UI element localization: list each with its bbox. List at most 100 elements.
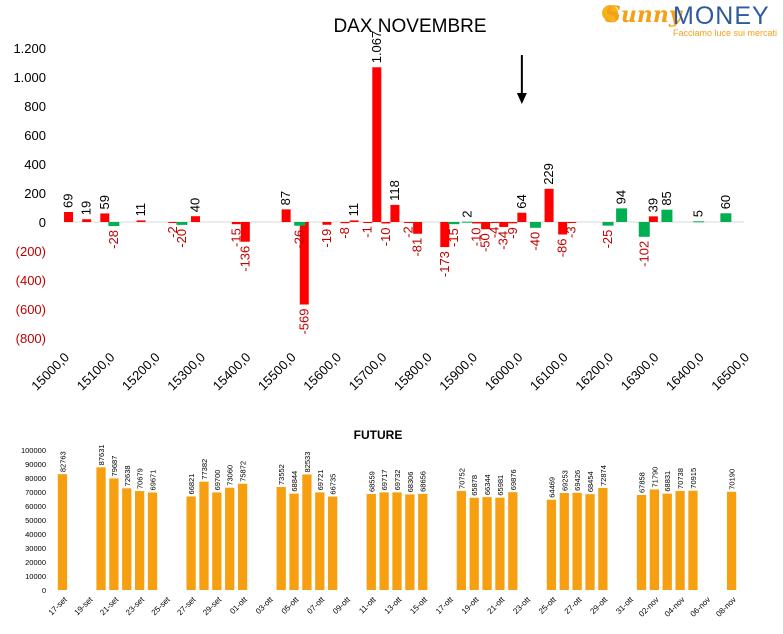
dax-bar <box>661 209 673 222</box>
future-data-label: 69876 <box>509 469 518 490</box>
dax-bar <box>64 211 74 222</box>
logo-brand-sunny: Sunny <box>605 2 682 28</box>
future-bar <box>109 478 119 590</box>
future-bar <box>289 493 299 590</box>
future-data-label: 69426 <box>573 470 582 491</box>
dax-chart: DAX NOVEMBRE 1.200 1.000 800 600 400 200 0 (200… <box>13 16 752 394</box>
future-data-label: 70679 <box>136 468 145 489</box>
future-bar <box>688 490 698 590</box>
dax-data-label: -136 <box>237 246 252 272</box>
dax-data-label: 39 <box>645 198 660 212</box>
dax-x-tick-label: 15600,0 <box>300 350 344 394</box>
future-bar <box>276 487 286 590</box>
future-data-label: 66344 <box>483 474 492 495</box>
future-bar <box>379 492 389 590</box>
future-bar <box>186 496 196 590</box>
dax-bar <box>481 222 491 230</box>
dax-x-tick-label: 15000,0 <box>28 350 72 394</box>
future-x-tick-label: 08-nov <box>714 595 738 619</box>
future-y-tick-label: 50000 <box>25 516 46 525</box>
dax-bar <box>82 219 92 222</box>
future-data-label: 68454 <box>586 471 595 492</box>
future-bar <box>199 481 209 590</box>
future-data-label: 68306 <box>406 472 415 493</box>
future-x-tick-label: 13-ott <box>383 595 404 616</box>
future-bar <box>662 493 672 590</box>
future-x-tick-label: 19-set <box>72 595 95 618</box>
dax-x-tick-label: 15400,0 <box>210 350 254 394</box>
future-bar <box>57 474 68 590</box>
future-bar <box>418 493 428 590</box>
dax-bar <box>349 220 359 222</box>
future-chart: FUTURE 100000900008000070000600005000040… <box>21 428 738 619</box>
future-y-tick-label: 20000 <box>25 558 46 567</box>
future-x-tick-label: 31-ott <box>614 595 635 616</box>
future-x-tick-label: 17-ott <box>434 595 455 616</box>
future-data-label: 72874 <box>599 465 608 486</box>
future-bar <box>392 492 402 590</box>
future-data-label: 69700 <box>213 470 222 491</box>
future-data-label: 79687 <box>110 456 119 477</box>
dax-data-label: -40 <box>527 232 542 251</box>
future-data-label: 65981 <box>496 475 505 496</box>
dax-y-tick-label: (200) <box>16 244 46 259</box>
future-data-label: 72638 <box>123 465 132 486</box>
future-data-label: 73060 <box>226 465 235 486</box>
future-y-tick-label: 40000 <box>25 530 46 539</box>
future-bar <box>636 494 647 590</box>
dax-x-tick-label: 15800,0 <box>391 350 435 394</box>
future-bar <box>237 483 248 590</box>
future-x-tick-label: 25-ott <box>537 595 558 616</box>
future-x-tick-label: 25-set <box>150 595 173 618</box>
dax-data-label: -102 <box>636 241 651 267</box>
future-x-tick-label: 27-set <box>175 595 198 618</box>
dax-data-label: -4 <box>487 227 502 239</box>
dax-bar <box>294 222 306 226</box>
future-y-tick-label: 90000 <box>25 460 46 469</box>
future-data-label: 68831 <box>663 471 672 492</box>
future-x-tick-label: 19-ott <box>460 595 481 616</box>
dax-bar <box>381 222 391 224</box>
future-bar <box>559 493 569 590</box>
dax-x-tick-label: 15900,0 <box>436 350 480 394</box>
dax-bar <box>136 220 146 222</box>
dax-bar <box>693 221 705 223</box>
future-bar <box>147 492 158 590</box>
dax-x-tick-label: 15700,0 <box>346 350 390 394</box>
dax-data-label: -26 <box>292 230 307 249</box>
future-data-label: 70752 <box>457 468 466 489</box>
future-bar <box>572 492 582 590</box>
dax-x-tick-label: 16300,0 <box>618 350 662 394</box>
future-bar <box>508 492 518 590</box>
dax-data-label: -81 <box>410 238 425 257</box>
future-data-label: 69671 <box>149 470 158 491</box>
future-x-tick-label: 23-set <box>124 595 147 618</box>
dax-bar <box>108 222 120 227</box>
future-x-tick-label: 21-set <box>98 595 121 618</box>
future-bar <box>675 490 685 590</box>
dax-data-label: 229 <box>541 163 556 185</box>
dax-data-label: 60 <box>718 195 733 209</box>
sunny-money-logo: Sunny MONEY Facciamo luce sui mercati <box>602 2 781 42</box>
future-x-tick-label: 17-set <box>47 595 70 618</box>
future-y-tick-label: 100000 <box>21 446 46 455</box>
dax-data-label: 5 <box>691 210 706 217</box>
future-data-label: 69253 <box>560 470 569 491</box>
future-bar <box>366 494 376 590</box>
future-data-label: 87631 <box>97 444 106 465</box>
future-bar <box>649 489 659 590</box>
future-x-tick-label: 29-ott <box>588 595 609 616</box>
dax-y-tick-label: 800 <box>24 99 46 114</box>
future-data-label: 70738 <box>676 468 685 489</box>
future-data-label: 69732 <box>393 470 402 491</box>
future-x-tick-label: 21-ott <box>486 595 507 616</box>
dax-bar <box>490 222 500 223</box>
future-data-label: 66821 <box>187 474 196 495</box>
dax-bar <box>413 222 423 234</box>
dax-bar <box>720 213 732 222</box>
future-bar <box>135 491 145 590</box>
future-data-label: 70915 <box>689 468 698 489</box>
dax-bar <box>340 222 350 224</box>
future-bar <box>405 494 415 590</box>
dax-data-label: -86 <box>555 238 570 257</box>
